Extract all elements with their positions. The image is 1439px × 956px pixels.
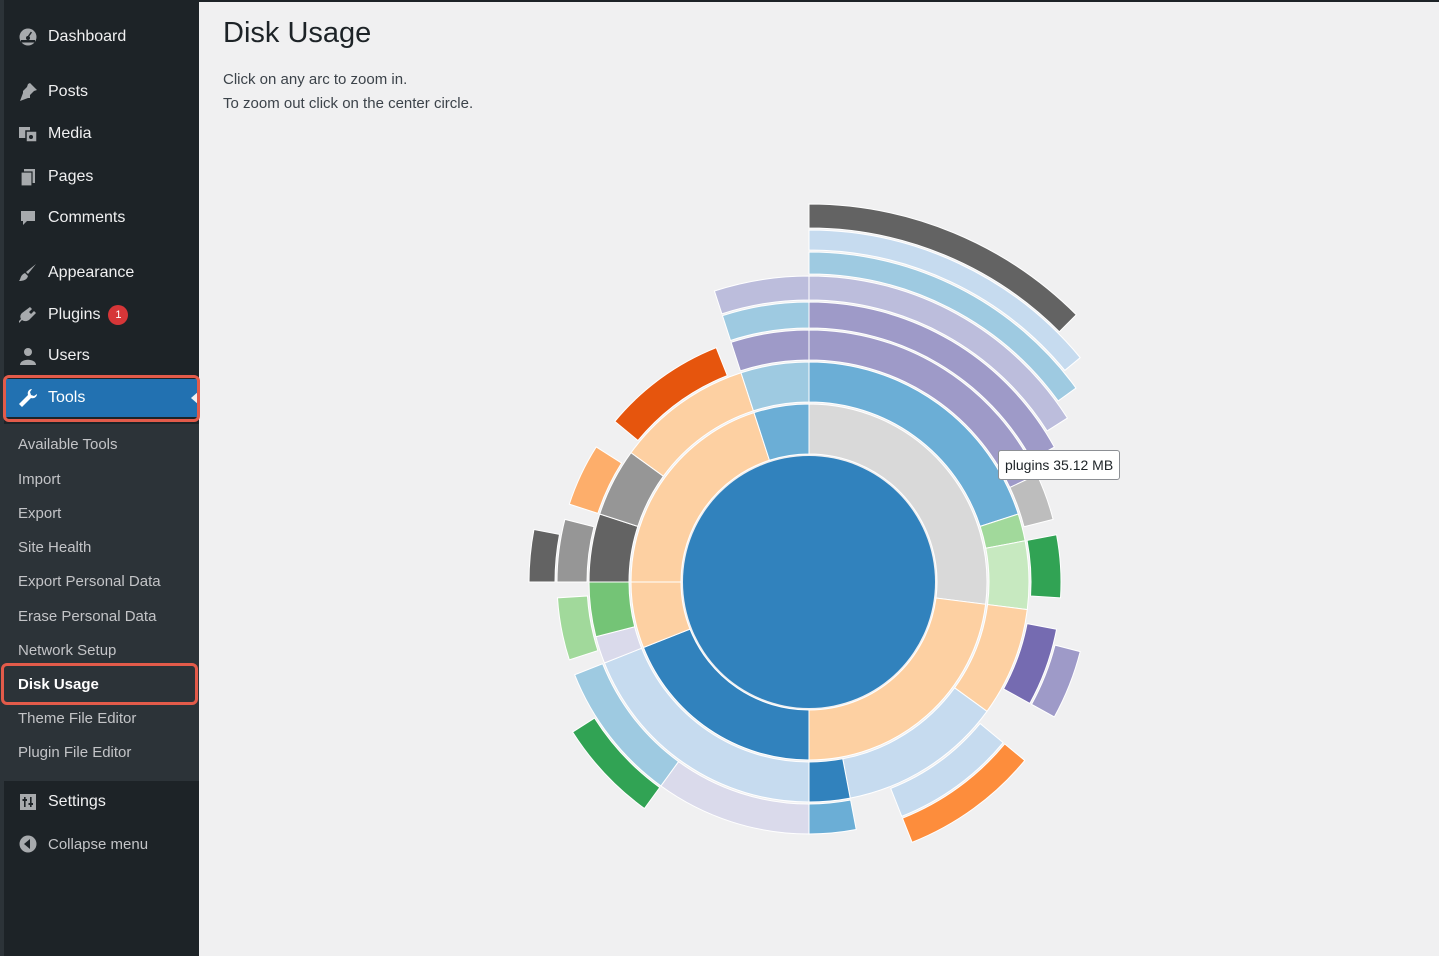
sidebar-item-label: Dashboard (48, 28, 127, 45)
sidebar-item-pages[interactable]: Pages (4, 158, 199, 196)
tools-submenu: Available Tools Import Export Site Healt… (4, 424, 199, 781)
sidebar-item-label: Media (48, 125, 92, 142)
wrench-icon (10, 386, 46, 410)
instruction-zoom-in: Click on any arc to zoom in. (223, 71, 408, 88)
collapse-menu-button[interactable]: Collapse menu (4, 825, 199, 863)
sunburst-arc-l5-0[interactable] (808, 275, 1069, 432)
sunburst-arc-l3-3[interactable] (1002, 623, 1058, 705)
sunburst-arc-l3-2[interactable] (1026, 534, 1062, 599)
sunburst-arc-l1-5[interactable] (753, 403, 810, 461)
plug-icon (10, 303, 46, 327)
pages-icon (10, 165, 46, 189)
sunburst-arc-l2-8[interactable] (588, 581, 636, 638)
submenu-export-personal-data[interactable]: Export Personal Data (18, 573, 161, 590)
sidebar-item-label: Tools (48, 389, 86, 406)
submenu-import[interactable]: Import (18, 471, 61, 488)
collapse-icon (10, 832, 46, 856)
sidebar-item-users[interactable]: Users (4, 337, 199, 375)
page-title: Disk Usage (223, 17, 372, 49)
sidebar-item-plugins[interactable]: Plugins 1 (4, 296, 199, 334)
sidebar-item-tools[interactable]: Tools (4, 379, 199, 417)
plugin-update-badge: 1 (108, 305, 129, 325)
collapse-menu-label: Collapse menu (48, 835, 149, 853)
submenu-plugin-file-editor[interactable]: Plugin File Editor (18, 744, 132, 761)
top-bar (0, 0, 1439, 2)
sunburst-arc-l4-4[interactable] (528, 528, 561, 583)
sunburst-arc-l3-11[interactable] (614, 347, 728, 442)
sunburst-arc-l3-8[interactable] (556, 595, 599, 661)
sidebar-item-comments[interactable]: Comments (4, 199, 199, 237)
submenu-available-tools[interactable]: Available Tools (18, 436, 118, 453)
sunburst-arc-l2-12[interactable] (740, 361, 810, 412)
instruction-zoom-out: To zoom out click on the center circle. (223, 95, 474, 112)
sunburst-arc-l3-1[interactable] (1009, 474, 1054, 528)
comment-icon (10, 206, 46, 230)
sidebar-item-posts[interactable]: Posts (4, 73, 199, 111)
submenu-erase-personal-data[interactable]: Erase Personal Data (18, 608, 157, 625)
sunburst-arc-l3-7[interactable] (574, 663, 680, 787)
sunburst-arc-l2-2[interactable] (985, 540, 1030, 611)
paintbrush-icon (10, 261, 46, 285)
pushpin-icon (10, 80, 46, 104)
sidebar-item-label: Settings (48, 793, 106, 810)
sunburst-arc-l3-10[interactable] (568, 446, 623, 515)
sunburst-arc-l4-5[interactable] (721, 301, 810, 342)
sunburst-arc-l3-4[interactable] (890, 722, 1004, 817)
sunburst-arc-l3-12[interactable] (730, 329, 810, 372)
submenu-disk-usage[interactable]: Disk Usage (18, 676, 99, 693)
sunburst-arc-l4-1[interactable] (1030, 644, 1081, 718)
active-menu-arrow (191, 391, 199, 405)
sidebar-item-label: Posts (48, 83, 89, 100)
media-icon (10, 122, 46, 146)
sidebar-left-edge (0, 0, 4, 956)
sunburst-arc-l4-3[interactable] (571, 717, 661, 810)
sidebar-item-label: Users (48, 347, 90, 364)
sunburst-arc-l5-1[interactable] (713, 275, 810, 315)
dashboard-icon (10, 25, 46, 49)
sunburst-arc-l3-9[interactable] (556, 518, 595, 583)
sidebar-item-label: Pages (48, 168, 94, 185)
settings-icon (10, 790, 46, 814)
sunburst-arc-l7-0[interactable] (808, 229, 1081, 372)
sidebar-item-settings[interactable]: Settings (4, 783, 199, 821)
submenu-export[interactable]: Export (18, 505, 62, 522)
sidebar-item-media[interactable]: Media (4, 115, 199, 153)
submenu-site-health[interactable]: Site Health (18, 539, 92, 556)
sunburst-arc-l4-2[interactable] (901, 743, 1026, 843)
sunburst-center-circle[interactable] (683, 456, 935, 708)
disk-usage-sunburst-chart[interactable] (199, 2, 1439, 956)
sunburst-arc-l3-5[interactable] (808, 799, 857, 835)
sidebar-item-label: Plugins (48, 306, 101, 323)
sidebar-item-dashboard[interactable]: Dashboard (4, 18, 199, 56)
sidebar-item-label: Comments (48, 209, 126, 226)
submenu-network-setup[interactable]: Network Setup (18, 642, 117, 659)
chart-tooltip: plugins 35.12 MB (998, 450, 1121, 480)
user-icon (10, 344, 46, 368)
sidebar-item-label: Appearance (48, 264, 135, 281)
admin-sidebar: Dashboard Posts Media Pages Comments App… (0, 0, 200, 956)
main-content: Disk Usage Click on any arc to zoom in. … (199, 2, 1439, 956)
sidebar-item-appearance[interactable]: Appearance (4, 254, 199, 292)
sunburst-arc-l6-0[interactable] (808, 251, 1077, 402)
submenu-theme-file-editor[interactable]: Theme File Editor (18, 710, 137, 727)
sunburst-arc-l2-5[interactable] (808, 758, 851, 803)
sunburst-arc-l8-0[interactable] (808, 203, 1077, 333)
